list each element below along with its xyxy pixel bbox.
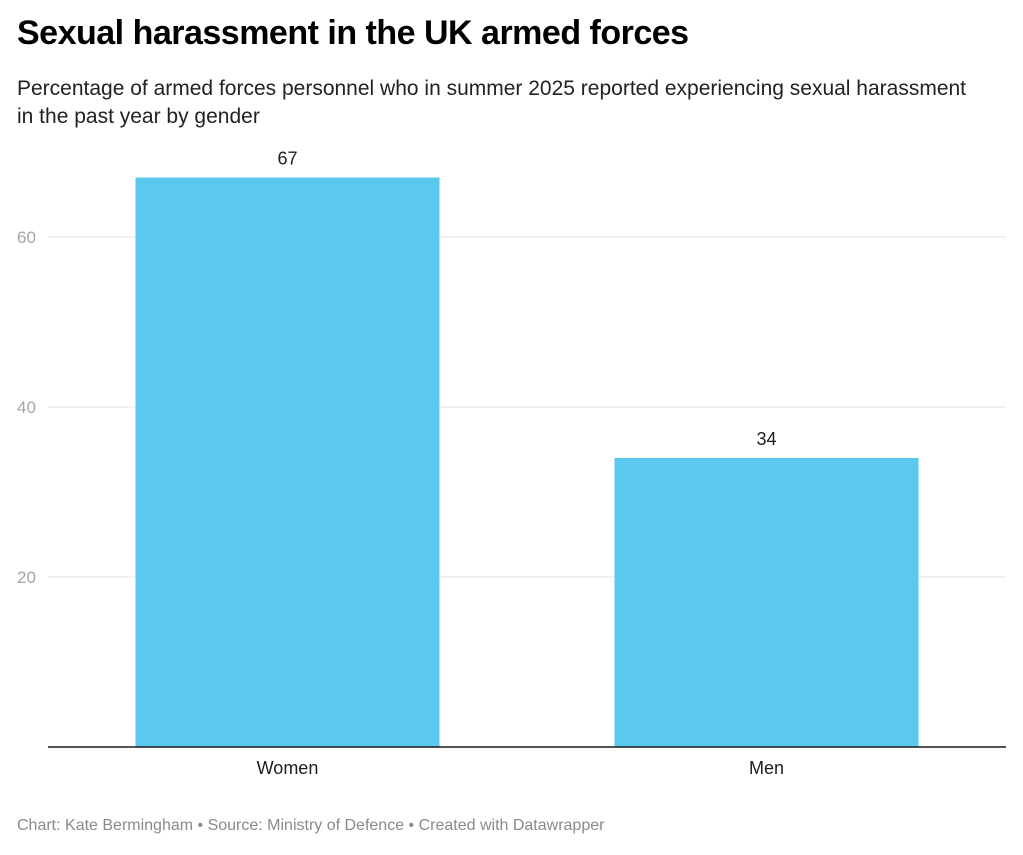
value-label: 67	[277, 149, 297, 169]
bar-women	[135, 177, 440, 747]
labels: 20 40 60 67 Women 34 Men	[17, 149, 1006, 778]
x-category-label: Men	[749, 758, 784, 778]
chart-footer: Chart: Kate Bermingham • Source: Ministr…	[17, 817, 605, 834]
x-category-label: Women	[257, 758, 319, 778]
y-tick-label: 20	[17, 568, 36, 587]
value-label: 34	[756, 429, 776, 449]
chart-subtitle: Percentage of armed forces personnel who…	[17, 77, 967, 128]
y-tick-label: 40	[17, 398, 36, 417]
bars	[135, 177, 919, 747]
bar-men	[614, 458, 919, 747]
y-tick-label: 60	[17, 228, 36, 247]
chart-title: Sexual harassment in the UK armed forces	[17, 14, 689, 52]
